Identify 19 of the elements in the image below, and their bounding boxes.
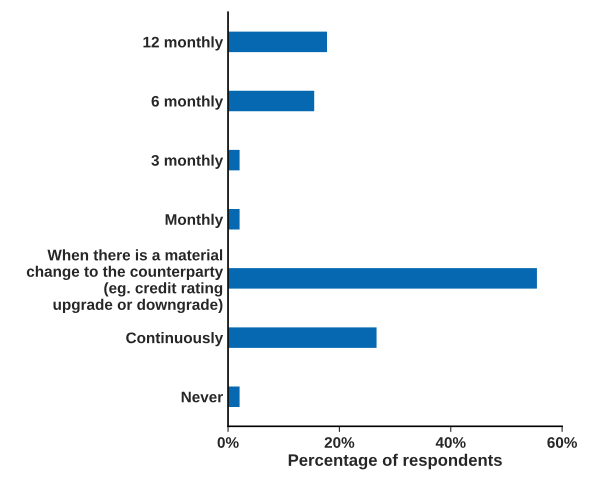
y-tick-label: 6 monthly xyxy=(152,95,224,110)
bar xyxy=(228,30,328,54)
bar xyxy=(228,89,316,113)
x-tick-label: 0% xyxy=(218,437,239,448)
y-tick-label: 12 monthly xyxy=(143,36,224,51)
x-axis-title: Percentage of respondents xyxy=(288,454,502,470)
bar xyxy=(228,266,538,290)
bar xyxy=(228,385,241,408)
y-tick-label: Never xyxy=(182,392,223,402)
bar xyxy=(228,148,241,172)
bar xyxy=(228,326,378,350)
y-tick-label: 3 monthly xyxy=(151,154,224,169)
bar xyxy=(228,208,241,231)
x-tick-label: 60% xyxy=(547,437,578,448)
x-tick-label: 20% xyxy=(324,437,354,448)
y-tick-label: Continuously xyxy=(126,332,224,346)
x-tick-label: 40% xyxy=(436,437,466,448)
y-tick-label: Monthly xyxy=(166,214,224,228)
y-tick-label: When there is a material change to the counterparty (eg. credit rating upgrade or downgrade) xyxy=(26,249,224,314)
